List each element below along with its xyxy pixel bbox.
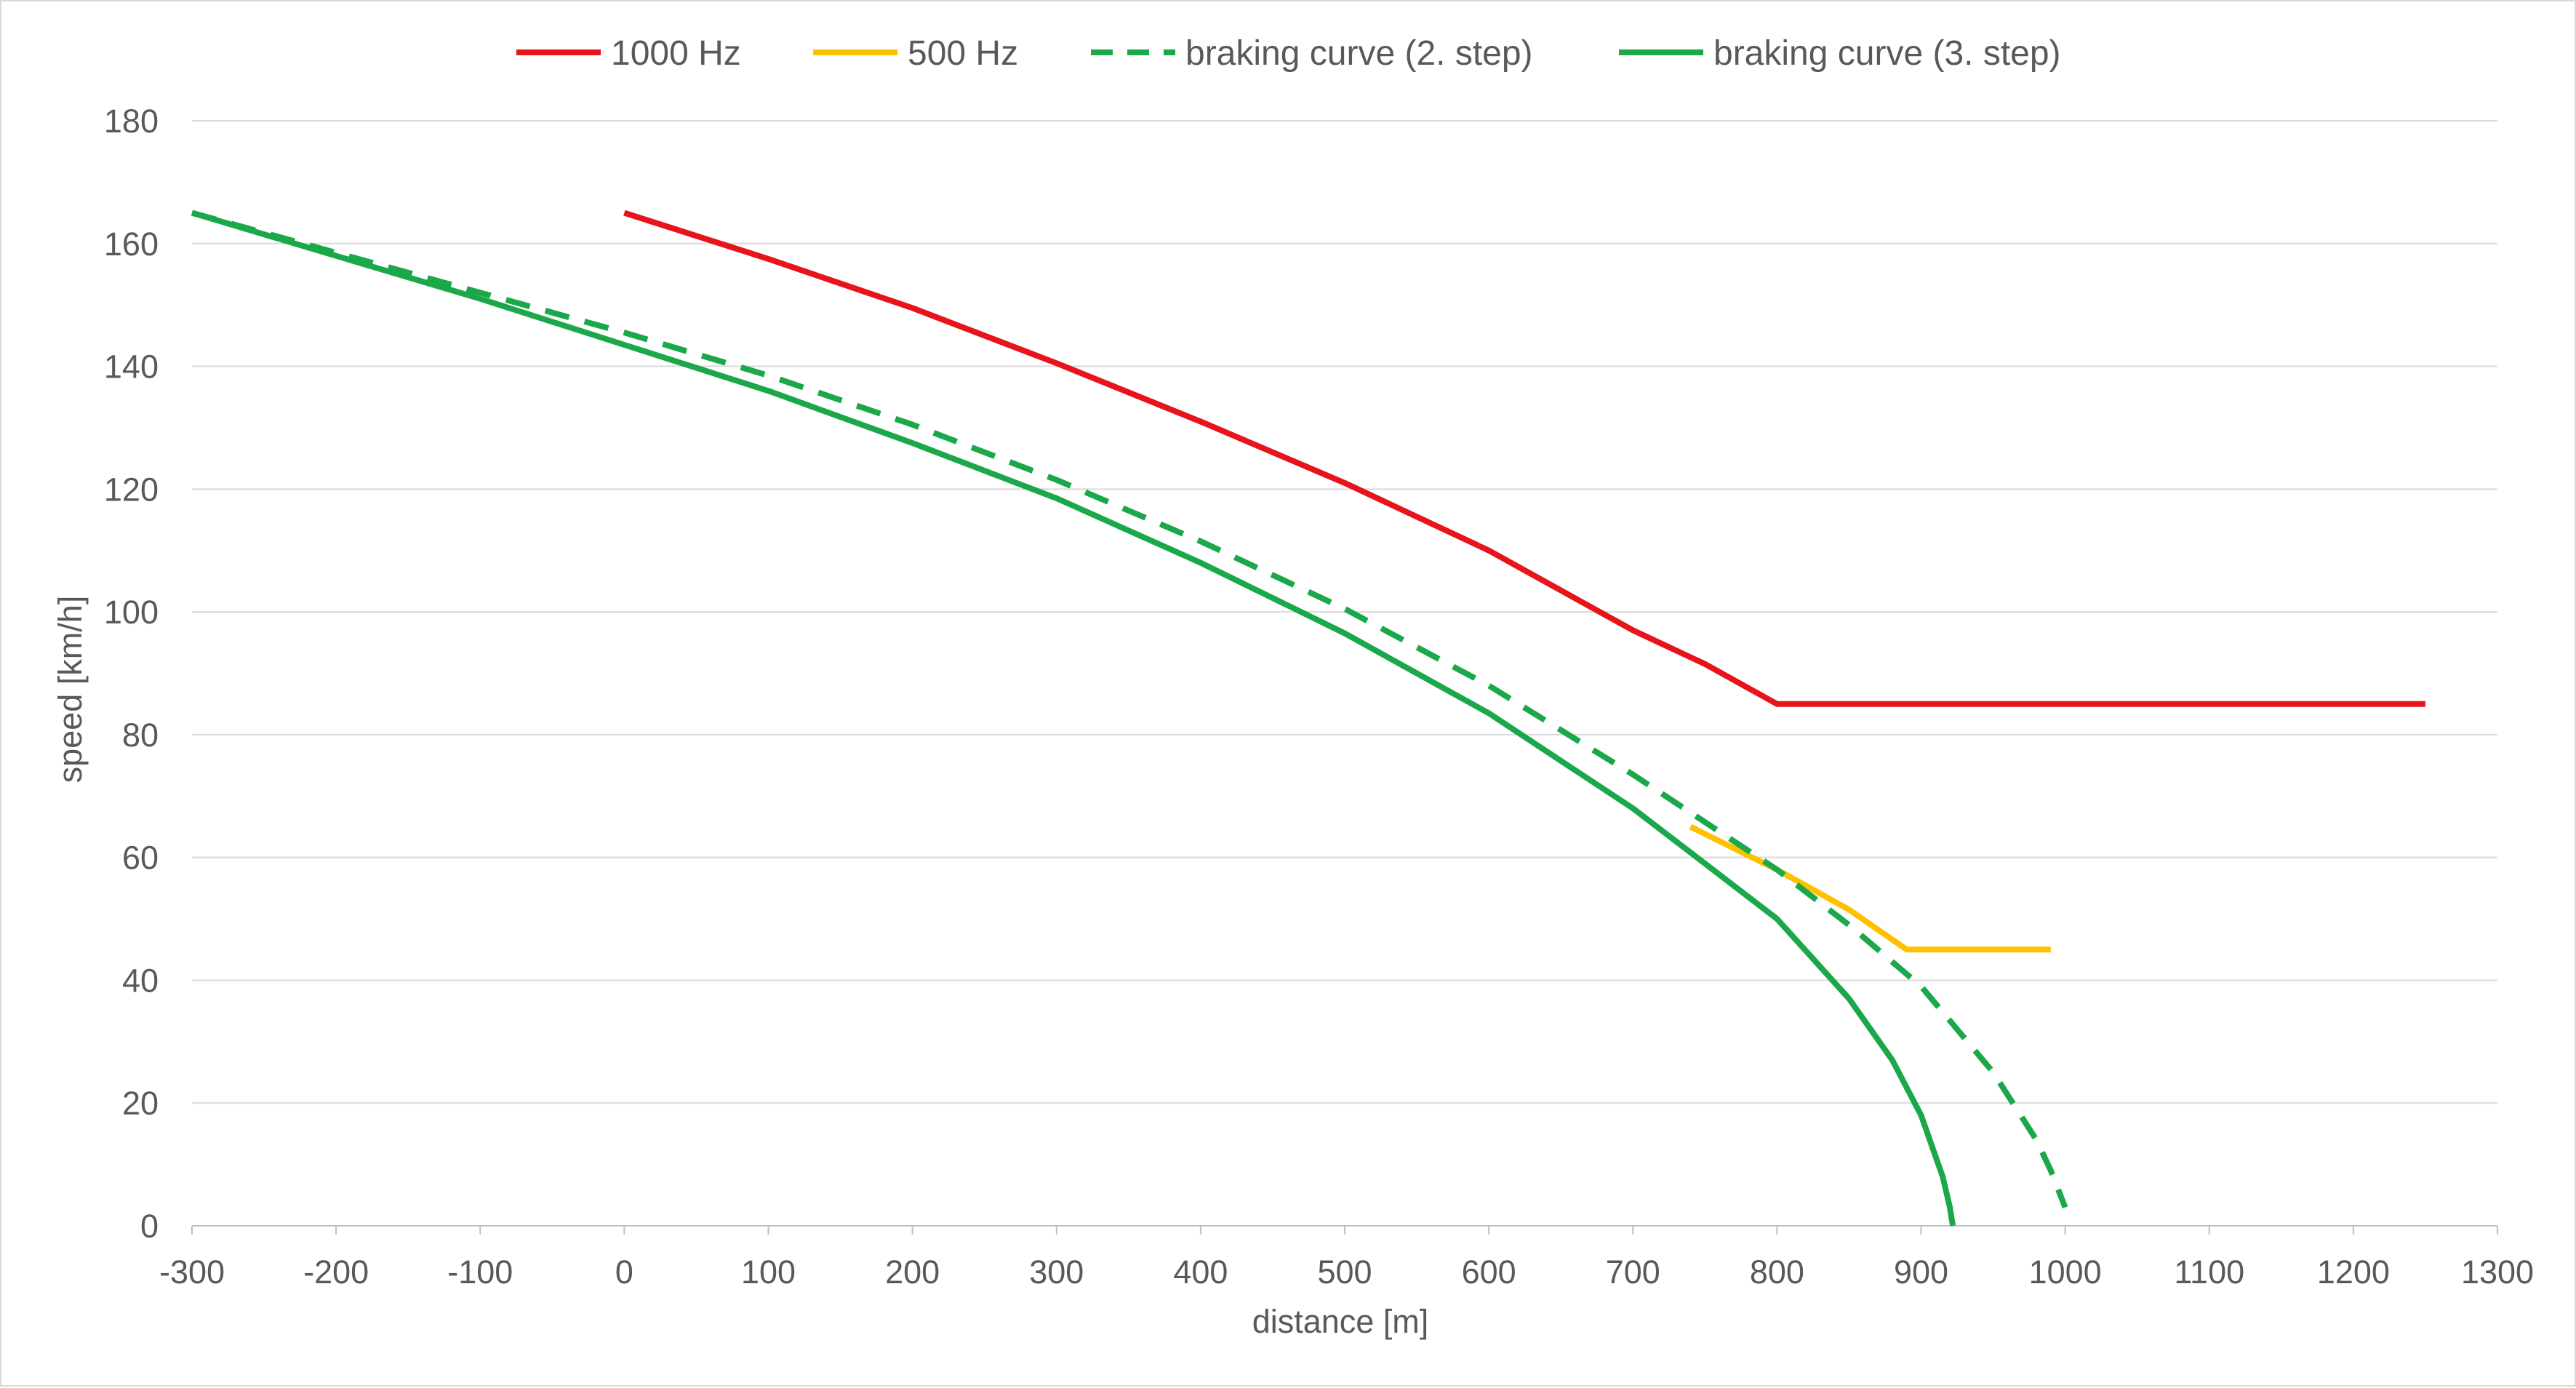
y-tick-label: 20: [122, 1085, 159, 1122]
y-tick-label: 100: [104, 594, 159, 631]
y-tick-label: 40: [122, 962, 159, 999]
legend: 1000 Hz 500 Hz braking curve (2. step) brak…: [516, 34, 2061, 73]
series-line-2: [1689, 823, 2051, 953]
x-tick-label: -300: [159, 1253, 225, 1291]
x-tick-label: 200: [885, 1253, 940, 1291]
x-tick-label: 700: [1606, 1253, 1660, 1291]
y-tick-label: 160: [104, 226, 159, 263]
x-tick-label: 1000: [2029, 1253, 2102, 1291]
y-tick-label: 80: [122, 717, 159, 754]
x-tick-label: 300: [1029, 1253, 1084, 1291]
series-line-3: [191, 210, 2068, 1209]
x-tick-label: -100: [447, 1253, 513, 1291]
y-tick-label: 140: [104, 348, 159, 386]
series-lines: [191, 210, 2425, 1227]
legend-label-3: braking curve (2. step): [1185, 34, 1533, 73]
axes: -300 -200 -100 0 100 200 300 400 500 600 700 800 900…: [52, 103, 2534, 1340]
y-tick-label: 120: [104, 471, 159, 508]
x-tick-label: 400: [1173, 1253, 1228, 1291]
series-line-4: [191, 210, 1956, 1227]
legend-label-1: 1000 Hz: [611, 34, 741, 73]
x-tick-label: 500: [1317, 1253, 1372, 1291]
x-tick-label: 1100: [2174, 1253, 2244, 1291]
y-tick-label: 180: [104, 103, 159, 140]
y-tick-label: 60: [122, 839, 159, 877]
x-tick-label: 100: [741, 1253, 796, 1291]
x-tick-label: 0: [615, 1253, 633, 1291]
legend-label-2: 500 Hz: [908, 34, 1018, 73]
series-line-1: [623, 210, 2425, 707]
x-tick-label: 1300: [2461, 1253, 2534, 1291]
x-tick-label: 1200: [2317, 1253, 2390, 1291]
x-tick-label: -200: [303, 1253, 369, 1291]
legend-label-4: braking curve (3. step): [1713, 34, 2061, 73]
x-axis-title: distance [m]: [1252, 1303, 1429, 1340]
x-tick-label: 600: [1462, 1253, 1516, 1291]
y-axis-title: speed [km/h]: [52, 596, 89, 783]
x-tick-label: 900: [1894, 1253, 1948, 1291]
y-tick-label: 0: [140, 1208, 159, 1245]
x-tick-label: 800: [1750, 1253, 1804, 1291]
